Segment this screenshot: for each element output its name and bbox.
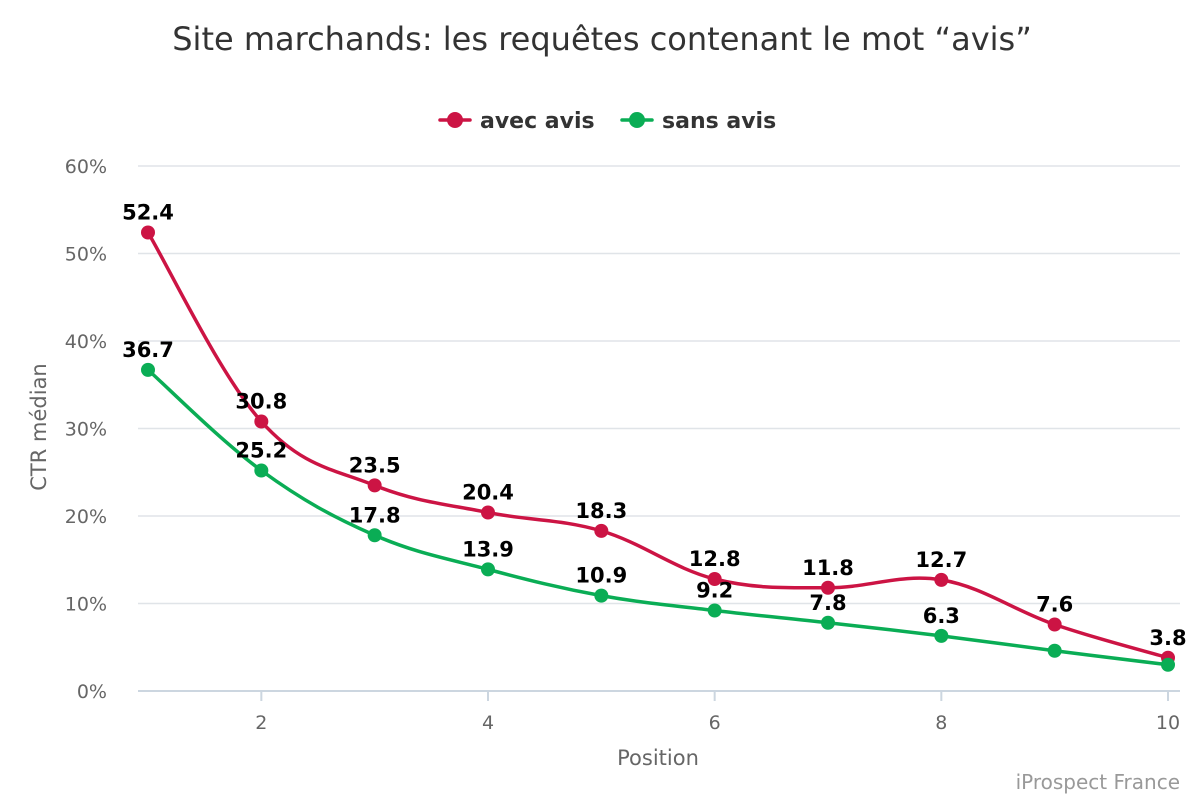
legend-item-label: sans avis [662, 109, 776, 134]
data-point [141, 225, 155, 240]
data-point [141, 362, 155, 377]
data-label: 20.4 [462, 481, 514, 505]
data-label: 9.2 [696, 579, 733, 603]
x-tick-label: 4 [482, 712, 494, 734]
gridlines [138, 165, 1180, 692]
legend-item-label: avec avis [480, 109, 595, 134]
legend-marker [629, 112, 645, 128]
data-label: 18.3 [575, 499, 627, 523]
data-label: 7.8 [809, 591, 846, 615]
chart-credit: iProspect France [1016, 770, 1180, 794]
x-tick-label: 10 [1156, 712, 1180, 734]
y-tick-label: 0% [77, 681, 107, 703]
x-axis-ticks: 2 4 6 8 10 [255, 691, 1180, 734]
data-point [481, 562, 495, 577]
legend: avec avis sans avis [438, 109, 776, 134]
x-tick-label: 6 [709, 712, 721, 734]
y-tick-label: 30% [65, 419, 107, 441]
x-axis-title: Position [617, 746, 699, 770]
data-point [594, 523, 609, 538]
chart-title: Site marchands: les requêtes contenant l… [172, 20, 1032, 58]
data-point [254, 463, 269, 478]
data-point [254, 414, 269, 429]
data-point [934, 572, 949, 587]
data-point [707, 603, 722, 618]
data-point [481, 505, 495, 520]
data-label: 25.2 [235, 439, 287, 463]
data-point [594, 588, 609, 603]
series-group [141, 225, 1175, 672]
data-point [821, 580, 835, 595]
series-line-0 [146, 230, 1170, 660]
data-point [367, 478, 382, 493]
data-label: 6.3 [923, 604, 960, 628]
y-tick-label: 40% [65, 331, 107, 353]
y-tick-label: 10% [65, 594, 107, 616]
data-label: 52.4 [122, 201, 174, 225]
data-label: 17.8 [349, 503, 401, 527]
data-label: 11.8 [802, 556, 854, 580]
data-point [1161, 657, 1175, 672]
data-label: 30.8 [235, 390, 287, 414]
data-label: 7.6 [1036, 593, 1073, 617]
data-point [707, 572, 722, 586]
data-point [821, 615, 835, 630]
series-line-1 [146, 368, 1170, 667]
data-point [367, 528, 382, 543]
data-label: 10.9 [575, 564, 627, 588]
x-tick-label: 8 [935, 712, 947, 734]
y-tick-label: 20% [65, 506, 107, 528]
data-label: 12.8 [689, 547, 741, 571]
data-label: 13.9 [462, 537, 514, 561]
y-axis-ticks: 0% 10% 20% 30% 40% 50% 60% [65, 156, 107, 703]
data-point [1047, 643, 1062, 658]
data-label: 12.7 [915, 548, 967, 572]
data-point [1047, 617, 1062, 632]
x-tick-label: 2 [255, 712, 267, 734]
legend-marker [447, 112, 463, 128]
data-label: 36.7 [122, 338, 174, 362]
data-labels: 52.4 30.8 23.5 20.4 18.3 12.8 11.8 12.7 7.6 3.8 36… [122, 201, 1187, 650]
y-tick-label: 60% [65, 156, 107, 178]
data-point [934, 628, 949, 643]
y-tick-label: 50% [65, 244, 107, 266]
data-label: 23.5 [349, 453, 401, 477]
y-axis-title: CTR médian [27, 363, 51, 490]
data-label: 3.8 [1149, 626, 1186, 650]
